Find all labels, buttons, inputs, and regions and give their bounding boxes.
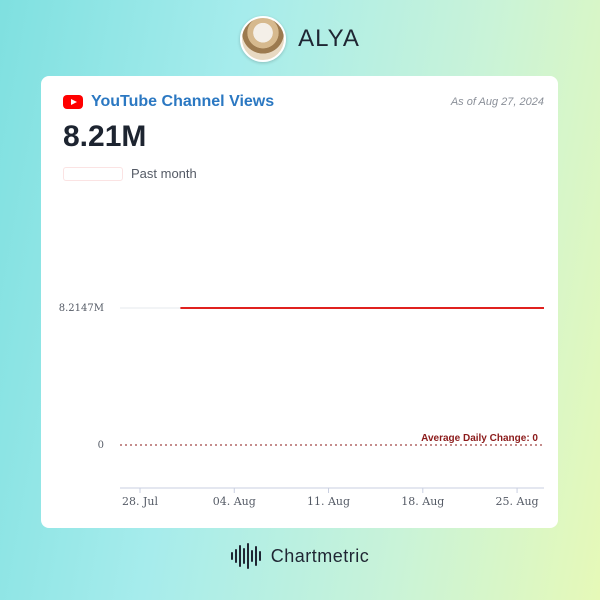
annotation-layer: Average Daily Change: 0 [421,433,538,444]
logo-bar [230,552,233,560]
change-badge [63,166,123,181]
x-tick-label: 11. Aug [307,495,350,508]
change-row: Past month [63,166,197,181]
logo-bar [234,549,237,563]
x-tick-label: 28. Jul [122,495,158,508]
footer: Chartmetric [0,542,600,570]
x-tick-label: 18. Aug [401,495,444,508]
artist-avatar [240,16,287,62]
y-axis: 0 8.2147M [59,303,104,451]
card-title: YouTube Channel Views [91,93,275,110]
period-label: Past month [131,166,197,181]
logo-bar [250,550,253,562]
logo-bar [246,543,249,569]
y-tick-label: 8.2147M [59,303,104,314]
artist-header: ALYA [0,16,600,62]
x-tick-label: 25. Aug [496,495,539,508]
total-views-value: 8.21M [63,120,147,153]
x-axis: 28. Jul 04. Aug 11. Aug 18. Aug 25. Aug [120,487,544,508]
chart-card: YouTube Channel Views As of Aug 27, 2024… [41,76,558,528]
grid-layer [120,307,544,446]
as-of-date: As of Aug 27, 2024 [450,96,544,108]
logo-bar [254,546,257,566]
card-header: YouTube Channel Views As of Aug 27, 2024 [63,90,544,114]
x-tick-label: 04. Aug [213,495,256,508]
brand-name: Chartmetric [270,545,370,566]
logo-bar [238,545,241,567]
y-tick-label: 0 [98,440,104,451]
average-change-label: Average Daily Change: 0 [421,433,538,444]
chartmetric-logo-icon [230,542,261,570]
youtube-icon [63,95,83,109]
logo-bar [258,551,261,561]
artist-name: ALYA [298,25,360,52]
line-chart: 28. Jul 04. Aug 11. Aug 18. Aug 25. Aug 0 8.2… [59,303,544,508]
logo-bar [242,548,245,564]
